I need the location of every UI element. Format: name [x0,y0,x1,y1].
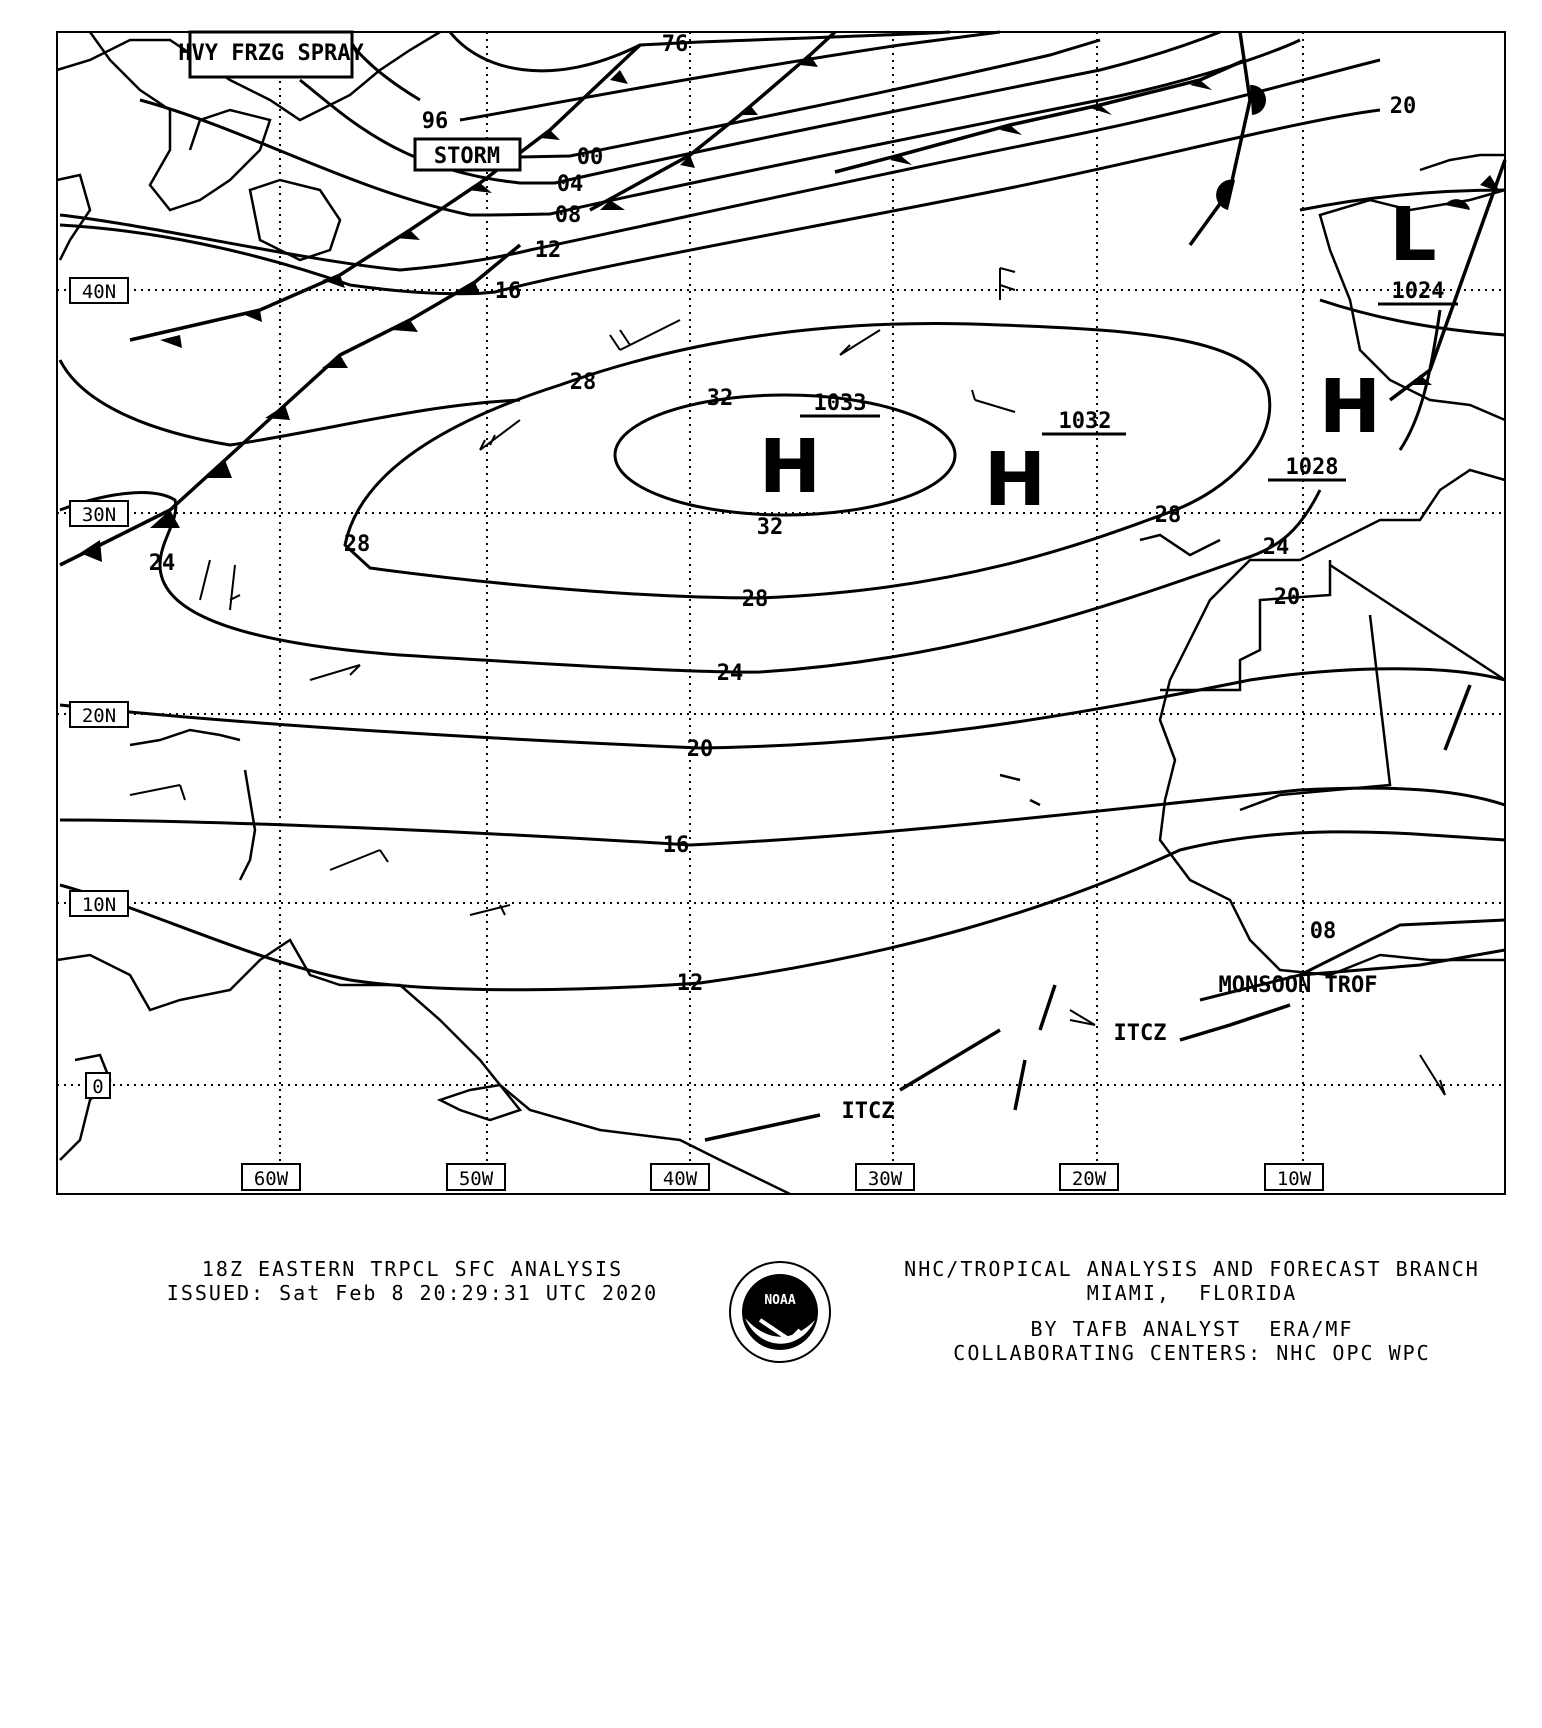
cold-front [1388,159,1507,402]
lat-label: 10N [69,890,129,917]
lon-label: 30W [855,1163,915,1191]
isobar-1020 [59,667,1506,750]
svg-text:16: 16 [495,279,522,304]
svg-text:00: 00 [577,145,604,170]
issued-time: ISSUED: Sat Feb 8 20:29:31 UTC 2020 [166,1281,659,1305]
svg-text:28: 28 [742,587,769,612]
svg-text:1024: 1024 [1392,279,1445,304]
pressure-centers: H 1033 H 1032 H 1028 L 1024 [759,192,1458,523]
svg-text:08: 08 [555,203,582,228]
wind-barbs [129,267,1446,1096]
analyst: BY TAFB ANALYST ERA/MF [1030,1317,1354,1341]
lat-label: 30N [69,500,129,527]
svg-text:20: 20 [1390,94,1417,119]
svg-text:32: 32 [757,515,784,540]
lat-label: 40N [69,277,129,304]
svg-text:28: 28 [570,370,597,395]
svg-text:10W: 10W [1277,1168,1312,1190]
low-pressure-center: L 1024 [1378,192,1458,306]
itcz-label: ITCZ [1114,1021,1167,1046]
itcz [1179,1003,1291,1042]
svg-text:40W: 40W [663,1168,698,1190]
svg-text:10N: 10N [82,894,116,916]
lon-label: 10W [1264,1163,1324,1191]
svg-text:32: 32 [707,386,734,411]
svg-text:20: 20 [1274,585,1301,610]
svg-text:28: 28 [1155,503,1182,528]
monsoon-trough-label: MONSOON TROF [1219,973,1378,998]
svg-text:24: 24 [149,551,176,576]
warning-labels: HVY FRZG SPRAY STORM ITCZ ITCZ MONSOON T… [178,30,1378,1124]
cold-front [59,243,522,567]
svg-text:H: H [759,424,821,510]
lat-label: 0 [85,1072,111,1099]
svg-text:24: 24 [1263,535,1290,560]
front-pips [80,55,1500,562]
lon-label: 40W [650,1163,710,1191]
storm-warning: STORM [413,137,522,172]
svg-text:20W: 20W [1072,1168,1107,1190]
isobar-1032 [613,393,957,517]
svg-text:60W: 60W [254,1168,289,1190]
svg-text:20N: 20N [82,705,116,727]
svg-text:24: 24 [717,661,744,686]
location: MIAMI, FLORIDA [1086,1281,1298,1305]
isobar-labels: 76 96 00 04 08 12 16 28 32 32 28 28 28 2… [149,32,1417,996]
svg-text:L: L [1389,192,1436,278]
svg-text:30N: 30N [82,504,116,526]
noaa-logo: NOAA [729,1261,831,1363]
isobar-1024b [58,359,521,447]
svg-text:1033: 1033 [814,391,867,416]
svg-text:04: 04 [557,172,584,197]
branch-name: NHC/TROPICAL ANALYSIS AND FORECAST BRANC… [904,1257,1480,1281]
high-pressure-center: H 1032 [984,409,1126,523]
coastlines [56,30,1506,1196]
collaborating-centers: COLLABORATING CENTERS: NHC OPC WPC [953,1341,1431,1365]
svg-text:30W: 30W [868,1168,903,1190]
itcz-label: ITCZ [842,1099,895,1124]
svg-text:HVY FRZG SPRAY: HVY FRZG SPRAY [178,41,364,66]
map-frame [56,31,1506,1195]
svg-text:H: H [984,437,1046,523]
svg-text:16: 16 [663,833,690,858]
svg-text:12: 12 [677,971,704,996]
isobars [58,30,1506,1002]
svg-text:50W: 50W [459,1168,494,1190]
svg-text:0: 0 [92,1076,103,1098]
svg-text:08: 08 [1310,919,1337,944]
isobar-1024 [59,489,1322,674]
svg-text:1028: 1028 [1286,455,1339,480]
svg-text:H: H [1319,364,1381,450]
isobar-1012-north [59,58,1381,272]
lon-label: 50W [446,1163,506,1191]
tropical-wave [1013,684,1472,1111]
lat-label: 20N [69,701,129,728]
cold-front [834,58,1246,174]
svg-text:1032: 1032 [1059,409,1112,434]
svg-text:12: 12 [535,238,562,263]
isobar-1016-north [59,108,1381,296]
svg-text:28: 28 [344,532,371,557]
high-pressure-center: H 1033 [759,391,880,510]
isobar-1012 [59,830,1506,992]
svg-text:NOAA: NOAA [764,1293,795,1308]
freezing-spray-warning: HVY FRZG SPRAY [178,30,364,79]
svg-text:96: 96 [422,109,449,134]
isobar-1028 [343,321,1272,600]
svg-text:76: 76 [662,32,689,57]
graticule [57,32,1505,1194]
warm-front [1188,31,1252,247]
lon-label: 60W [241,1163,301,1191]
svg-text:STORM: STORM [434,144,500,169]
analysis-title: 18Z EASTERN TRPCL SFC ANALYSIS [201,1257,624,1281]
itcz [704,1028,1001,1142]
grid-labels: 40N 30N 20N 10N 0 60W 50W 40W 30W 20W 10… [69,277,1324,1191]
fronts [59,30,1507,1142]
svg-text:20: 20 [687,737,714,762]
high-pressure-center: H 1028 [1268,364,1381,482]
lon-label: 20W [1059,1163,1119,1191]
isobar-1016 [59,786,1506,847]
svg-text:40N: 40N [82,281,116,303]
